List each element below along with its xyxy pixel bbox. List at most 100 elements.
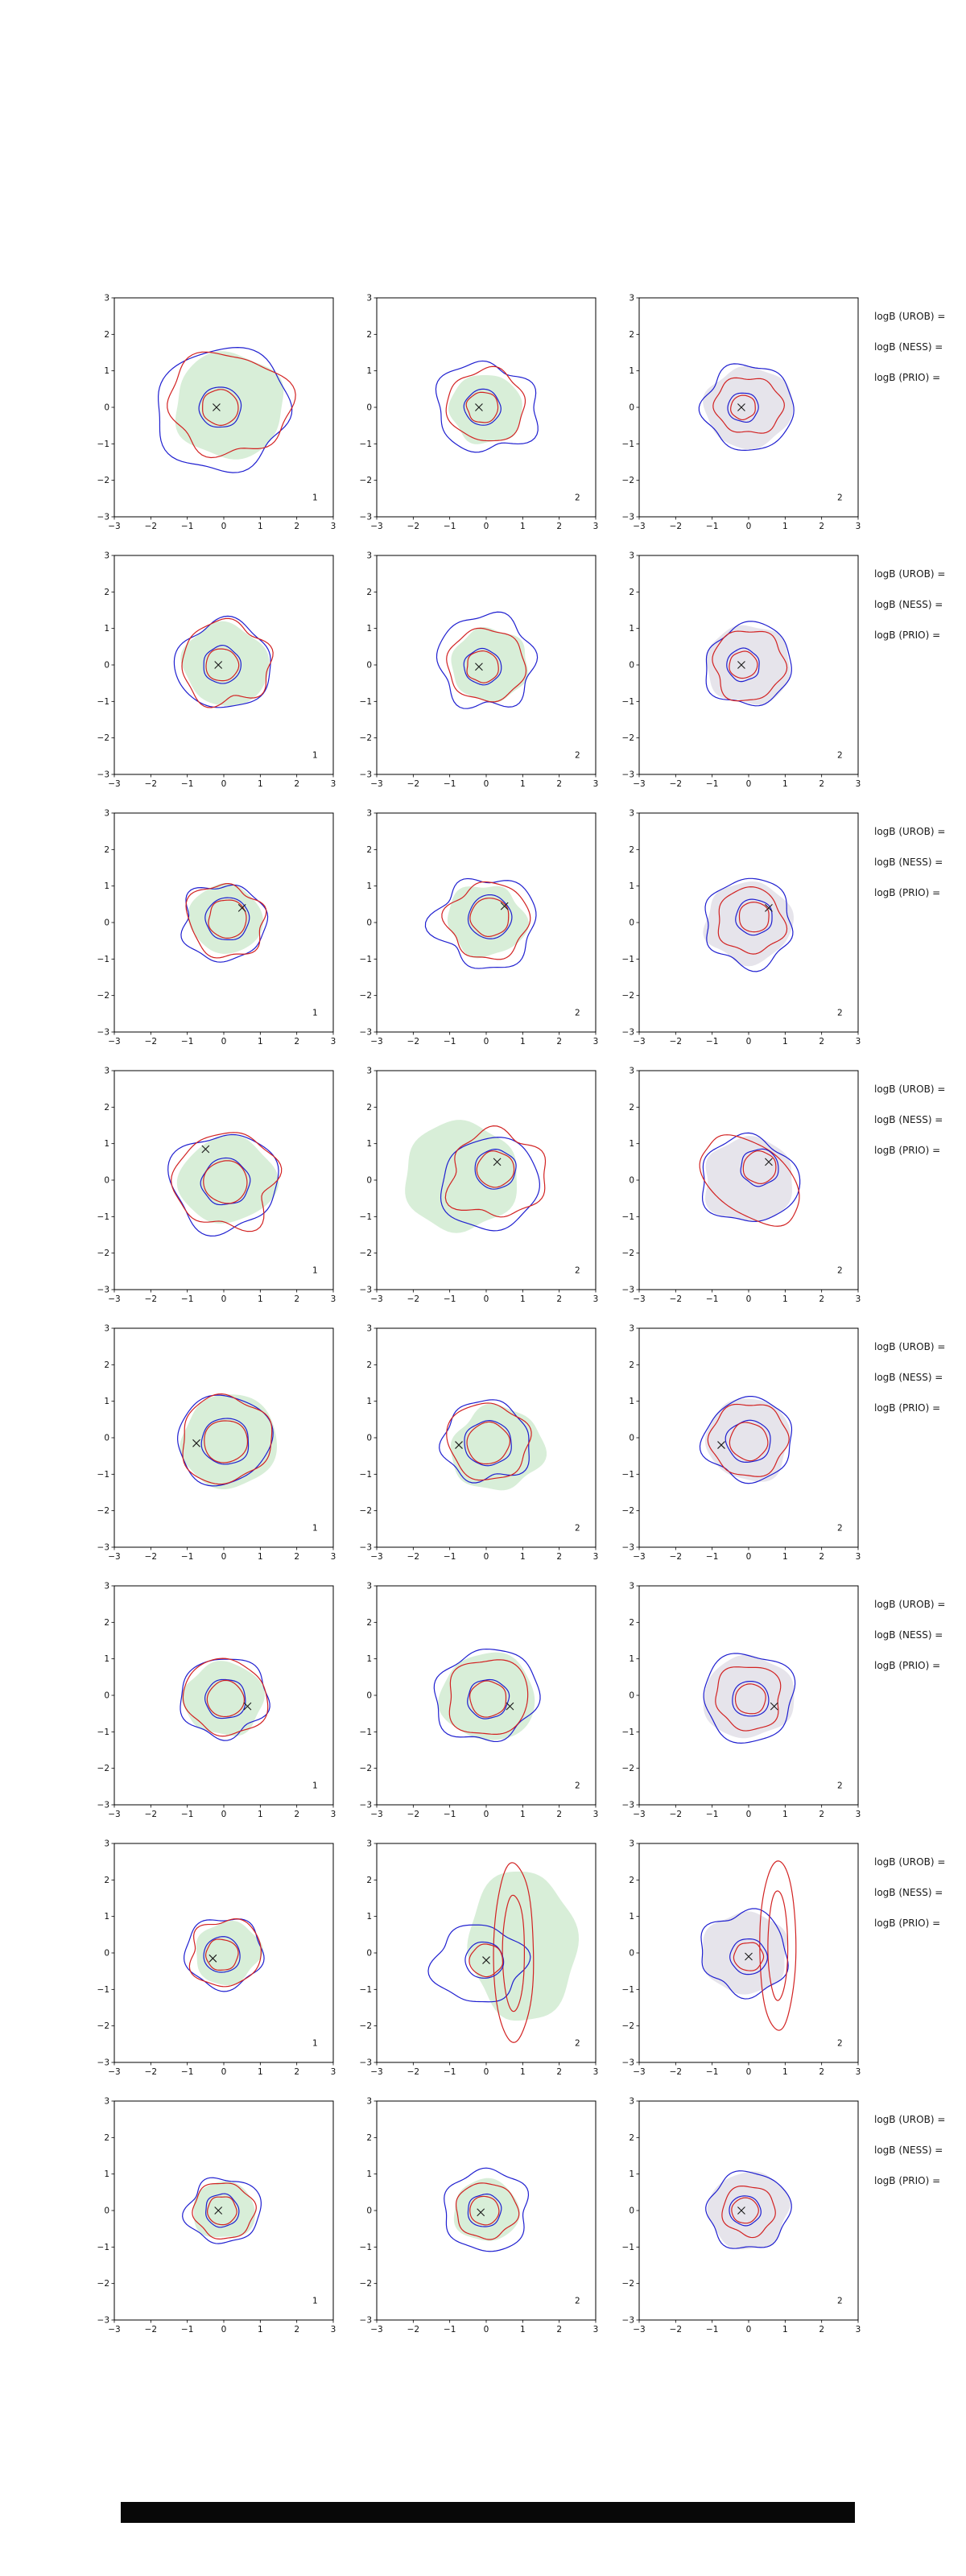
y-tick-label: −2 bbox=[360, 733, 372, 743]
y-tick-label: −1 bbox=[622, 1728, 634, 1737]
x-tick-label: 0 bbox=[484, 2067, 489, 2077]
gray-fill-region bbox=[704, 1398, 791, 1482]
y-tick-label: 0 bbox=[629, 1176, 634, 1186]
x-tick-label: −1 bbox=[444, 1037, 456, 1046]
y-tick-label: 0 bbox=[366, 1949, 372, 1959]
x-tick-label: 1 bbox=[258, 2067, 263, 2077]
x-tick-label: −2 bbox=[407, 1552, 419, 1562]
x-marker bbox=[745, 1952, 753, 1961]
x-tick-label: 2 bbox=[556, 1810, 562, 1819]
row-8-logB-legend: logB (UROB) = logB (NESS) = logB (PRIO) = bbox=[874, 2104, 945, 2196]
x-tick-label: 0 bbox=[746, 779, 752, 789]
panel-id-label: 2 bbox=[575, 1009, 580, 1018]
x-tick-label: 1 bbox=[520, 1037, 526, 1046]
y-tick-label: −3 bbox=[97, 1801, 109, 1810]
x-tick-label: −3 bbox=[633, 2325, 645, 2334]
red-contour bbox=[715, 1666, 782, 1732]
x-tick-label: 3 bbox=[593, 779, 599, 789]
logB-label: logB (UROB) = bbox=[874, 1599, 946, 1610]
contour-panel-r1c2: −3−3 −2 −2 −1 −1 0 0 1 1 2 2 3 3 2 bbox=[360, 294, 599, 532]
panel-id-label: 1 bbox=[312, 1266, 318, 1276]
x-tick-label: 0 bbox=[746, 2325, 752, 2334]
y-tick-label: 1 bbox=[629, 2169, 634, 2179]
blue-contour bbox=[444, 2167, 530, 2252]
red-contour bbox=[717, 886, 788, 955]
x-tick-label: 3 bbox=[856, 779, 861, 789]
y-tick-label: −1 bbox=[622, 1985, 634, 1995]
x-tick-label: 1 bbox=[520, 779, 526, 789]
red-contour bbox=[731, 2197, 759, 2224]
y-tick-label: 3 bbox=[104, 551, 109, 561]
y-tick-label: −3 bbox=[622, 1543, 634, 1553]
x-tick-label: −1 bbox=[444, 1294, 456, 1304]
y-tick-label: 3 bbox=[104, 294, 109, 303]
blue-contour bbox=[705, 621, 792, 707]
x-tick-label: −2 bbox=[407, 1037, 419, 1046]
y-tick-label: −3 bbox=[360, 513, 372, 522]
x-marker bbox=[237, 903, 246, 912]
blue-contour bbox=[699, 1396, 793, 1484]
x-tick-label: −1 bbox=[444, 2325, 456, 2334]
x-marker bbox=[213, 403, 221, 411]
x-marker bbox=[243, 1702, 252, 1711]
gray-fill-region bbox=[706, 625, 791, 705]
panel-id-label: 2 bbox=[575, 493, 580, 503]
x-marker bbox=[765, 1158, 773, 1166]
y-tick-label: −2 bbox=[97, 733, 109, 743]
contour-panel-r5c1: −3−3 −2 −2 −1 −1 0 0 1 1 2 2 3 3 1 bbox=[97, 1324, 336, 1563]
x-tick-label: 2 bbox=[819, 1294, 824, 1304]
x-tick-label: 3 bbox=[593, 2067, 599, 2077]
contour-panel-r1c1: −3−3 −2 −2 −1 −1 0 0 1 1 2 2 3 3 1 bbox=[97, 294, 336, 532]
y-tick-label: −3 bbox=[360, 1543, 372, 1553]
x-tick-label: 3 bbox=[593, 522, 599, 531]
y-tick-label: 1 bbox=[104, 1397, 109, 1406]
x-tick-label: 1 bbox=[258, 1552, 263, 1562]
x-tick-label: 0 bbox=[221, 2325, 227, 2334]
y-tick-label: −1 bbox=[360, 440, 372, 449]
blue-contour bbox=[203, 645, 242, 684]
y-tick-label: 1 bbox=[104, 366, 109, 376]
red-contour bbox=[712, 630, 788, 702]
x-tick-label: 1 bbox=[258, 1037, 263, 1046]
row-6-logB-legend: logB (UROB) = logB (NESS) = logB (PRIO) = bbox=[874, 1589, 945, 1681]
y-tick-label: −3 bbox=[97, 770, 109, 780]
x-tick-label: −3 bbox=[633, 1037, 645, 1046]
blue-contour bbox=[729, 2195, 762, 2227]
blue-contour bbox=[735, 898, 773, 936]
y-tick-label: −2 bbox=[622, 2021, 634, 2031]
red-contour bbox=[182, 1657, 269, 1737]
x-tick-label: 1 bbox=[782, 1810, 788, 1819]
green-fill-region bbox=[193, 2181, 255, 2238]
y-tick-label: 0 bbox=[104, 919, 109, 928]
x-tick-label: 1 bbox=[520, 2067, 526, 2077]
y-tick-label: 3 bbox=[629, 809, 634, 819]
panel-id-label: 2 bbox=[837, 2297, 843, 2306]
red-contour bbox=[207, 2196, 237, 2226]
red-contour bbox=[446, 627, 527, 703]
logB-label: logB (NESS) = bbox=[874, 1887, 943, 1898]
y-tick-label: 2 bbox=[629, 845, 634, 855]
y-tick-label: 0 bbox=[366, 919, 372, 928]
x-tick-label: −1 bbox=[444, 522, 456, 531]
blue-contour bbox=[158, 347, 293, 473]
y-tick-label: 2 bbox=[104, 845, 109, 855]
x-tick-label: 1 bbox=[782, 522, 788, 531]
green-fill-region bbox=[448, 375, 522, 444]
x-tick-label: −3 bbox=[370, 522, 382, 531]
y-tick-label: 1 bbox=[629, 366, 634, 376]
red-contour bbox=[502, 1894, 526, 2013]
x-tick-label: 1 bbox=[258, 2325, 263, 2334]
x-tick-label: −2 bbox=[145, 1294, 157, 1304]
x-marker bbox=[214, 661, 223, 669]
x-tick-label: 0 bbox=[221, 1037, 227, 1046]
y-tick-label: 3 bbox=[366, 1839, 372, 1849]
y-tick-label: −3 bbox=[622, 770, 634, 780]
contour-panel-r8c1: −3−3 −2 −2 −1 −1 0 0 1 1 2 2 3 3 1 bbox=[97, 2097, 336, 2335]
y-tick-label: −2 bbox=[622, 991, 634, 1001]
y-tick-label: 2 bbox=[104, 330, 109, 340]
x-tick-label: −3 bbox=[108, 1294, 120, 1304]
blue-contour bbox=[439, 1399, 530, 1484]
blue-contour bbox=[182, 2177, 262, 2244]
y-tick-label: −1 bbox=[622, 1212, 634, 1222]
